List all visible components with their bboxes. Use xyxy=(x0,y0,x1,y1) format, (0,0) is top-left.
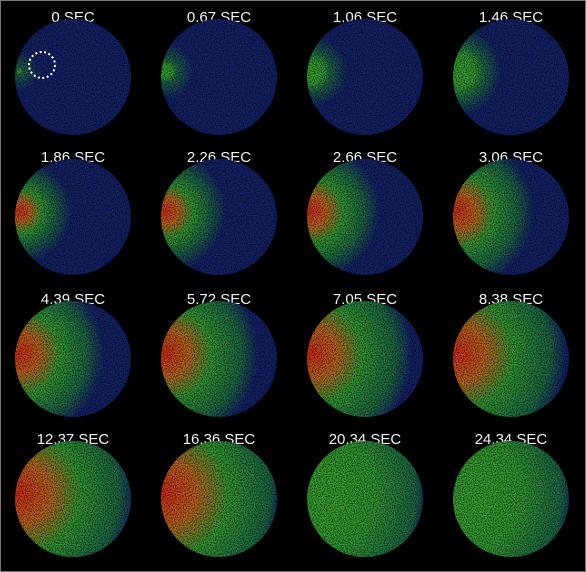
image-texture xyxy=(161,19,277,135)
image-texture xyxy=(161,301,277,417)
image-texture xyxy=(307,19,423,135)
image-texture xyxy=(15,159,131,275)
image-texture xyxy=(453,159,569,275)
image-texture xyxy=(161,159,277,275)
image-texture xyxy=(15,441,131,557)
image-texture xyxy=(15,301,131,417)
image-texture xyxy=(307,441,423,557)
image-texture xyxy=(161,441,277,557)
page: {"panels": [ {"label": "0 SEC"}, {"label… xyxy=(0,0,586,572)
image-texture xyxy=(453,19,569,135)
image-texture xyxy=(307,301,423,417)
image-texture xyxy=(453,441,569,557)
image-texture xyxy=(453,301,569,417)
image-texture xyxy=(307,159,423,275)
figure: 0 SEC0.67 SEC1.06 SEC1.46 SEC1.86 SEC2.2… xyxy=(0,0,586,572)
image-texture xyxy=(15,19,131,135)
